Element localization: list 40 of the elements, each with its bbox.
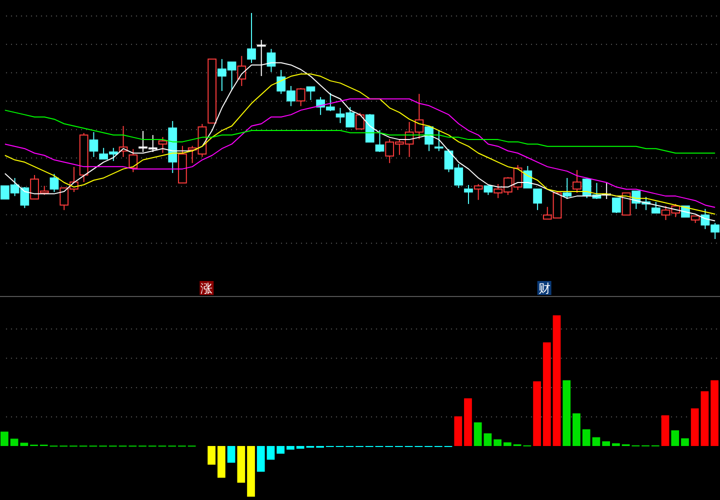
bar <box>542 342 551 446</box>
bar <box>690 408 699 446</box>
bar <box>20 442 28 446</box>
bar <box>296 446 304 449</box>
bar <box>494 439 502 446</box>
bar <box>276 446 285 454</box>
candlestick <box>89 132 98 158</box>
bar <box>227 446 236 463</box>
bar <box>710 380 718 446</box>
bar <box>700 391 709 446</box>
text: 财 <box>538 282 550 296</box>
bar <box>454 416 462 446</box>
bar <box>266 446 275 460</box>
bar <box>247 446 255 497</box>
candlestick <box>237 55 246 86</box>
bar <box>612 443 620 446</box>
bar <box>484 433 492 446</box>
bar <box>602 441 610 446</box>
bar <box>237 446 246 483</box>
bar <box>474 422 482 446</box>
bar <box>681 438 689 446</box>
bar <box>592 437 600 446</box>
bar <box>464 398 472 446</box>
bar <box>217 446 226 478</box>
bar <box>0 432 8 446</box>
candlestick <box>168 120 178 174</box>
bar <box>562 380 571 446</box>
candlestick <box>247 12 256 64</box>
bar <box>256 446 265 472</box>
bar <box>572 413 580 446</box>
bar <box>286 446 294 450</box>
bar <box>671 430 680 446</box>
bar <box>504 442 512 446</box>
bar <box>661 415 670 446</box>
bar <box>552 315 561 446</box>
bar <box>208 446 216 465</box>
text: 涨 <box>200 282 213 296</box>
bar <box>533 381 541 446</box>
bar <box>582 429 590 446</box>
bar <box>10 438 18 446</box>
